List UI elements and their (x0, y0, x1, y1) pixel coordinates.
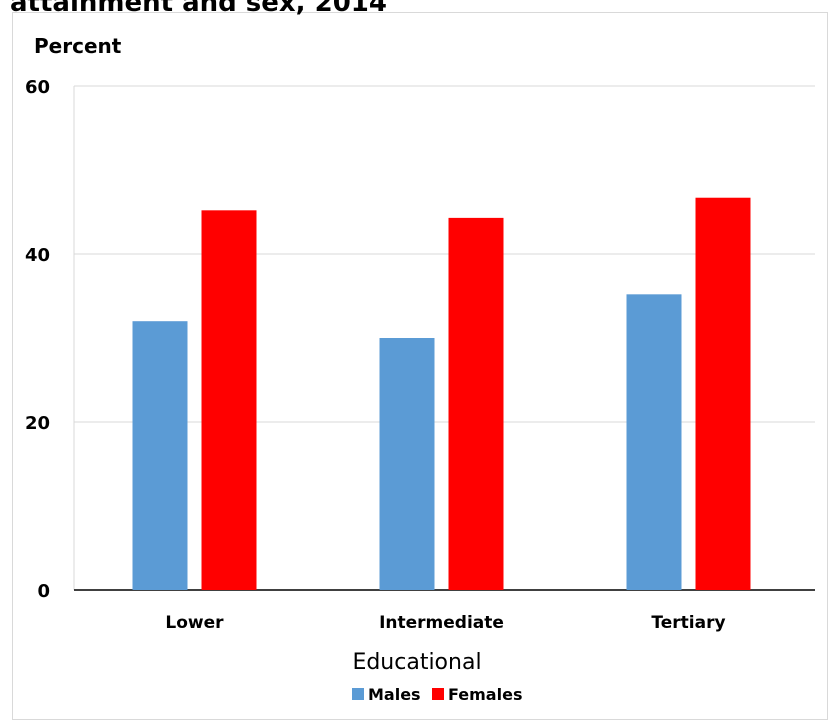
gridlines (74, 85, 815, 423)
x-tick-label-tertiary: Tertiary (651, 613, 725, 633)
y-tick-label: 0 (37, 581, 50, 602)
legend-label-males: Males (368, 685, 421, 704)
legend-label-females: Females (448, 685, 522, 704)
legend-swatch-males (352, 688, 364, 700)
y-tick-label: 20 (25, 413, 50, 434)
bars (132, 197, 751, 590)
x-tick-labels: Lower Intermediate Tertiary (165, 613, 725, 633)
bar-females-tertiary (695, 197, 751, 590)
x-axis-label: Educational (352, 650, 481, 675)
bar-males-lower (132, 321, 188, 590)
legend-swatch-females (432, 688, 444, 700)
legend: Males Females (352, 685, 522, 704)
y-axis-label: Percent (34, 34, 122, 58)
y-tick-label: 40 (25, 245, 50, 266)
x-tick-label-intermediate: Intermediate (379, 613, 504, 633)
bar-females-lower (201, 210, 257, 590)
bar-males-tertiary (626, 294, 682, 590)
x-tick-label-lower: Lower (165, 613, 224, 633)
chart-title: attainment and sex, 2014 (10, 0, 387, 18)
y-tick-label: 60 (25, 77, 50, 98)
y-tick-labels: 0 20 40 60 (25, 77, 50, 602)
bar-males-intermediate (379, 338, 435, 590)
bar-females-intermediate (448, 217, 504, 590)
